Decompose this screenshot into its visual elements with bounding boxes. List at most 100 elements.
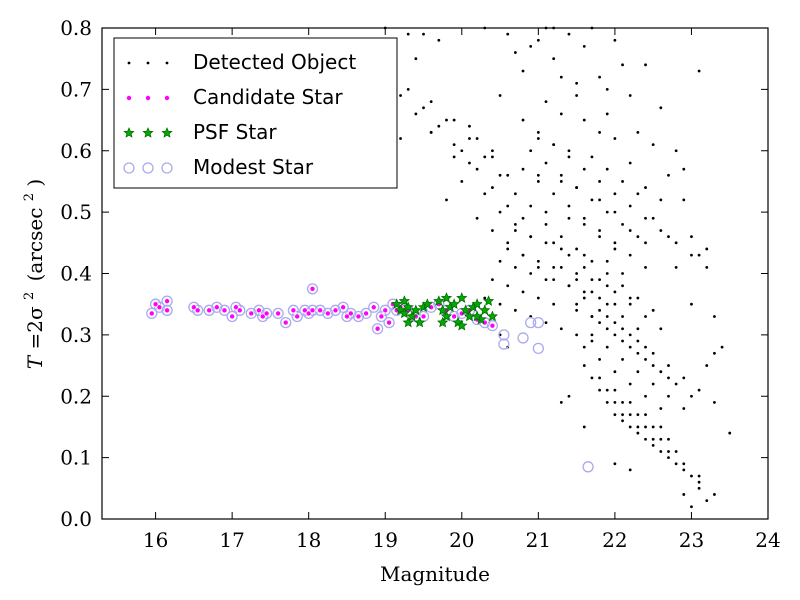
detected-object-point xyxy=(651,216,655,220)
detected-object-point xyxy=(613,321,617,324)
modest-star-point xyxy=(303,307,315,320)
detected-object-point xyxy=(582,45,586,48)
detected-object-point xyxy=(590,290,594,294)
detected-object-point xyxy=(529,45,533,48)
candidate-star-point xyxy=(382,307,389,314)
detected-object-point xyxy=(628,94,632,97)
psf-star-point xyxy=(437,316,449,328)
modest-star-point xyxy=(161,304,173,316)
detected-object-point xyxy=(544,210,548,214)
detected-object-point xyxy=(575,308,579,312)
modest-star-point xyxy=(368,301,380,313)
modest-star-point xyxy=(161,295,173,307)
detected-object-point xyxy=(536,296,540,300)
detected-object-point xyxy=(498,259,502,263)
detected-object-point xyxy=(644,437,647,441)
legend-entries: Detected Object Candidate Star PSF Star Mod… xyxy=(123,50,356,179)
y-tick-label: 0.5 xyxy=(60,200,92,224)
detected-object-point xyxy=(628,302,632,306)
detected-object-point xyxy=(613,210,617,214)
detected-object-point xyxy=(621,339,624,343)
modest-star-point xyxy=(498,338,510,350)
detected-object-point xyxy=(598,130,601,134)
detected-object-point xyxy=(613,241,617,245)
legend-marker-candidate-star xyxy=(126,95,133,102)
detected-object-point xyxy=(628,345,632,349)
detected-object-point xyxy=(575,247,579,251)
detected-object-point xyxy=(590,259,594,263)
x-tick-label: 16 xyxy=(143,528,168,552)
detected-object-point xyxy=(613,192,617,196)
detected-object-point xyxy=(674,450,678,453)
detected-object-point xyxy=(559,235,563,239)
detected-object-point xyxy=(590,198,594,202)
detected-object-point xyxy=(582,118,586,122)
candidate-star-point xyxy=(305,310,312,317)
detected-object-point xyxy=(605,167,609,171)
detected-object-point xyxy=(613,247,617,251)
detected-object-point xyxy=(544,161,548,165)
detected-object-point xyxy=(613,137,617,140)
detected-object-point xyxy=(460,149,464,153)
detected-object-point xyxy=(575,278,579,282)
candidate-star-point xyxy=(451,313,458,320)
modest-star-point xyxy=(486,320,499,332)
detected-object-point xyxy=(621,272,624,275)
modest-star-point xyxy=(149,298,162,310)
detected-object-point xyxy=(605,315,609,318)
detected-object-point xyxy=(552,265,556,269)
detected-object-point xyxy=(506,247,510,251)
detected-object-point xyxy=(590,155,594,159)
x-axis-label: Magnitude xyxy=(380,562,490,586)
detected-object-point xyxy=(659,437,663,441)
modest-star-point xyxy=(375,310,388,323)
modest-star-point xyxy=(379,304,391,316)
detected-object-point xyxy=(644,63,647,67)
modest-star-point xyxy=(306,283,319,295)
detected-object-point xyxy=(697,388,701,392)
detected-object-point xyxy=(667,450,670,453)
detected-object-point xyxy=(559,265,563,269)
detected-object-point xyxy=(506,284,510,288)
detected-object-point xyxy=(674,382,678,386)
detected-object-point xyxy=(559,327,563,331)
detected-object-point xyxy=(513,192,517,196)
detected-object-point xyxy=(659,407,663,410)
detected-object-point xyxy=(621,315,624,318)
detected-object-point xyxy=(598,180,601,183)
modest-star-point xyxy=(226,310,238,323)
detected-object-point xyxy=(406,32,410,36)
candidate-star-point xyxy=(317,307,324,314)
detected-object-point xyxy=(674,149,678,153)
detected-object-point xyxy=(483,192,487,196)
detected-object-point xyxy=(559,75,563,79)
candidate-star-point xyxy=(229,313,236,320)
detected-object-point xyxy=(598,229,601,232)
detected-object-point xyxy=(529,204,533,208)
candidate-star-point xyxy=(309,285,316,292)
detected-object-point xyxy=(536,259,540,263)
detected-object-point xyxy=(544,321,548,324)
detected-object-point xyxy=(598,388,601,392)
detected-object-point xyxy=(575,333,579,337)
detected-object-point xyxy=(590,333,594,337)
detected-object-point xyxy=(659,106,663,110)
candidate-star-point xyxy=(255,307,262,314)
detected-object-point xyxy=(475,167,479,171)
legend-marker-candidate-star xyxy=(144,95,151,102)
candidate-star-point xyxy=(190,304,197,311)
detected-object-point xyxy=(575,81,579,85)
x-tick-label: 18 xyxy=(296,528,321,552)
modest-star-point xyxy=(203,304,215,316)
detected-object-point xyxy=(613,462,617,466)
x-tick-label: 24 xyxy=(755,528,780,552)
detected-object-point xyxy=(690,235,693,239)
modest-star-point xyxy=(234,304,246,316)
detected-object-point xyxy=(636,413,640,417)
detected-object-point xyxy=(605,210,609,214)
legend-marker-psf-star xyxy=(161,127,173,138)
detected-object-point xyxy=(651,351,655,355)
detected-object-point xyxy=(674,241,678,245)
detected-object-point xyxy=(628,425,632,429)
detected-object-point xyxy=(644,186,647,189)
